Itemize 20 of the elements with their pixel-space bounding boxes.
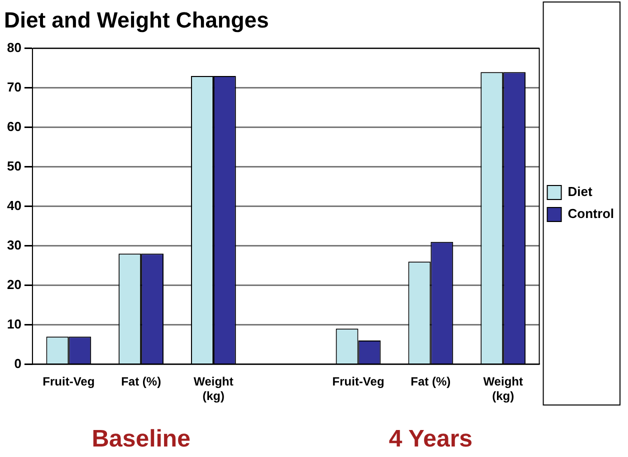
x-tick-label: Fruit-Veg xyxy=(42,374,95,389)
x-tick-label: Fat (%) xyxy=(410,374,451,389)
y-tick-label: 70 xyxy=(6,79,22,94)
y-tick-label: 20 xyxy=(6,276,22,292)
text: 4 Years xyxy=(388,426,473,453)
text: Baseline xyxy=(92,426,190,453)
y-tick-label: 30 xyxy=(6,237,22,252)
y-tick-label: 80 xyxy=(6,40,22,55)
x-tick-label: Weight (kg) xyxy=(483,374,523,404)
legend-label: Control xyxy=(568,206,614,222)
y-tick-label: 50 xyxy=(6,158,22,174)
x-tick-label: Fruit-Veg xyxy=(332,374,384,389)
y-tick-label: 0 xyxy=(14,356,22,371)
x-tick-label: Fat (%) xyxy=(121,374,162,389)
y-tick-label: 10 xyxy=(6,316,22,332)
legend-label: Diet xyxy=(568,184,594,200)
y-tick-label: 40 xyxy=(6,198,22,213)
x-tick-label: Weight (kg) xyxy=(194,374,234,404)
y-tick-label: 60 xyxy=(6,118,22,134)
chart-title: Diet and Weight Changes xyxy=(4,7,269,32)
